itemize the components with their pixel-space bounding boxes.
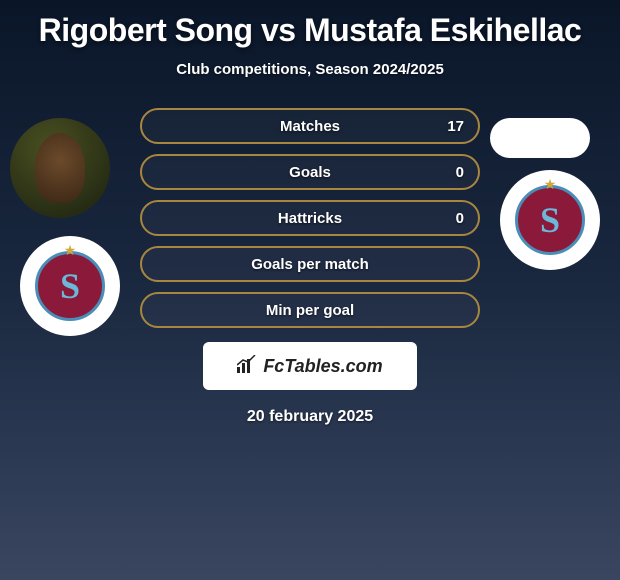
stat-row-min-per-goal: Min per goal: [140, 292, 480, 328]
subtitle: Club competitions, Season 2024/2025: [0, 61, 620, 78]
date-text: 20 february 2025: [0, 408, 620, 426]
page-title: Rigobert Song vs Mustafa Eskihellac: [0, 0, 620, 49]
club-logo-left: ★ S: [35, 251, 105, 321]
stat-label: Goals: [289, 164, 331, 181]
club-badge-left: ★ S: [20, 236, 120, 336]
star-icon: ★: [544, 176, 557, 193]
stat-row-goals: Goals 0: [140, 154, 480, 190]
club-logo-letter: S: [540, 199, 560, 241]
brand-box: FcTables.com: [203, 342, 417, 390]
stat-value-right: 0: [456, 210, 464, 227]
club-logo-letter: S: [60, 265, 80, 307]
club-logo-right: ★ S: [515, 185, 585, 255]
stats-container: Matches 17 Goals 0 Hattricks 0 Goals per…: [140, 108, 480, 328]
club-badge-right: ★ S: [500, 170, 600, 270]
stat-label: Matches: [280, 118, 340, 135]
stat-row-hattricks: Hattricks 0: [140, 200, 480, 236]
star-icon: ★: [64, 242, 77, 259]
player-left-photo: [10, 118, 110, 218]
stat-value-right: 17: [447, 118, 464, 135]
stat-label: Min per goal: [266, 302, 354, 319]
brand-text: FcTables.com: [263, 356, 382, 377]
stat-label: Goals per match: [251, 256, 369, 273]
stat-row-goals-per-match: Goals per match: [140, 246, 480, 282]
stat-label: Hattricks: [278, 210, 342, 227]
stat-value-right: 0: [456, 164, 464, 181]
stat-row-matches: Matches 17: [140, 108, 480, 144]
chart-icon: [237, 355, 259, 378]
player-right-placeholder: [490, 118, 590, 158]
